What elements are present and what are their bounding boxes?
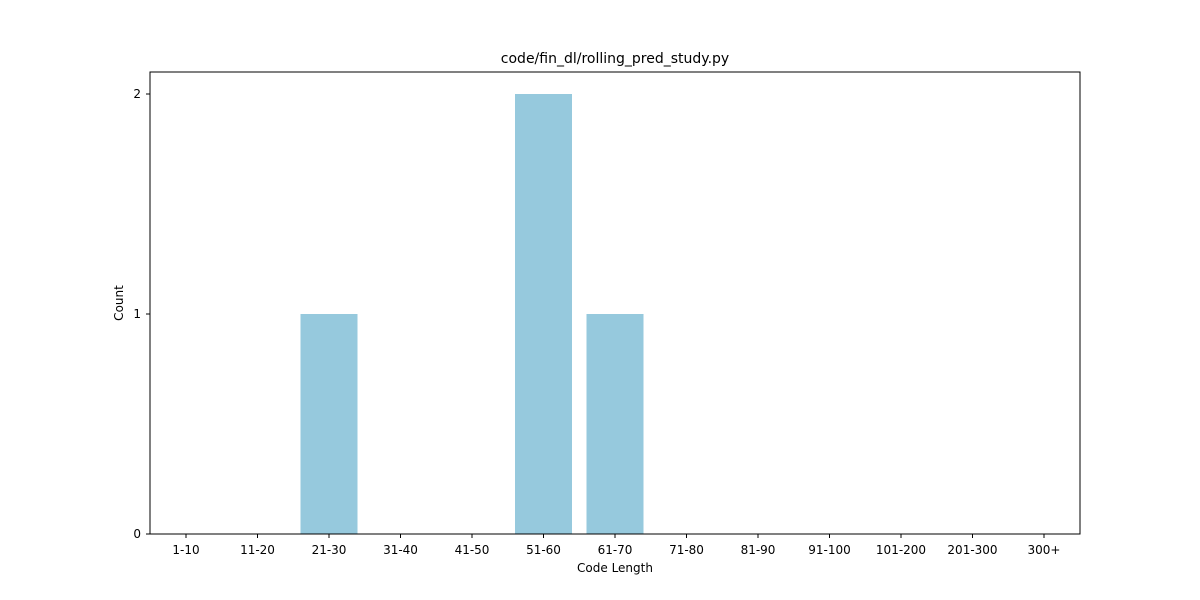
x-tick-label: 71-80 xyxy=(669,543,704,557)
x-tick-label: 11-20 xyxy=(240,543,275,557)
x-tick-label: 61-70 xyxy=(598,543,633,557)
x-tick-label: 21-30 xyxy=(312,543,347,557)
x-tick-label: 201-300 xyxy=(947,543,997,557)
x-tick-label: 51-60 xyxy=(526,543,561,557)
y-tick-label: 0 xyxy=(133,527,141,541)
x-tick-label: 300+ xyxy=(1028,543,1061,557)
chart-title: code/fin_dl/rolling_pred_study.py xyxy=(501,51,729,67)
y-tick-label: 1 xyxy=(133,307,141,321)
bar-21-30 xyxy=(300,314,358,534)
bar-51-60 xyxy=(515,94,572,534)
y-axis: 0 1 2 xyxy=(133,87,150,541)
x-tick-label: 101-200 xyxy=(876,543,926,557)
y-axis-label: Count xyxy=(112,285,126,321)
plot-area xyxy=(300,94,644,534)
x-tick-label: 31-40 xyxy=(383,543,418,557)
x-tick-label: 81-90 xyxy=(741,543,776,557)
x-tick-label: 41-50 xyxy=(455,543,490,557)
x-tick-label: 91-100 xyxy=(808,543,851,557)
x-tick-label: 1-10 xyxy=(172,543,199,557)
x-axis: 1-10 11-20 21-30 31-40 41-50 51-60 61-70 71-80 8… xyxy=(172,534,1060,557)
y-tick-label: 2 xyxy=(133,87,141,101)
bar-61-70 xyxy=(586,314,644,534)
x-axis-label: Code Length xyxy=(577,561,653,575)
